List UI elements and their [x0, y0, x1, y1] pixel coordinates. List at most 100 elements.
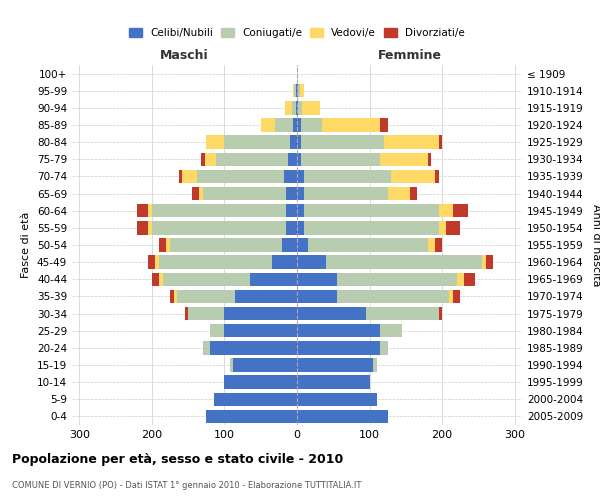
- Bar: [304, 221, 439, 234]
- Bar: [296, 84, 297, 98]
- Bar: [297, 358, 373, 372]
- Bar: [166, 238, 170, 252]
- Bar: [380, 152, 428, 166]
- Bar: [409, 187, 417, 200]
- Bar: [297, 341, 380, 354]
- Bar: [439, 307, 442, 320]
- Bar: [298, 84, 300, 98]
- Bar: [446, 221, 460, 234]
- Bar: [177, 290, 235, 303]
- Bar: [159, 272, 163, 286]
- Bar: [152, 221, 286, 234]
- Bar: [148, 256, 155, 269]
- Bar: [453, 204, 467, 218]
- Bar: [148, 204, 152, 218]
- Bar: [203, 341, 210, 354]
- Bar: [337, 290, 449, 303]
- Bar: [192, 187, 199, 200]
- Bar: [170, 238, 283, 252]
- Bar: [297, 290, 337, 303]
- Bar: [453, 290, 460, 303]
- Legend: Celibi/Nubili, Coniugati/e, Vedovi/e, Divorziati/e: Celibi/Nubili, Coniugati/e, Vedovi/e, Di…: [125, 24, 469, 42]
- Bar: [205, 152, 216, 166]
- Bar: [297, 272, 337, 286]
- Bar: [297, 152, 301, 166]
- Bar: [229, 358, 233, 372]
- Bar: [214, 392, 297, 406]
- Bar: [148, 221, 152, 234]
- Bar: [210, 341, 297, 354]
- Bar: [188, 307, 224, 320]
- Bar: [293, 84, 294, 98]
- Text: Popolazione per età, sesso e stato civile - 2010: Popolazione per età, sesso e stato civil…: [12, 452, 343, 466]
- Bar: [155, 256, 159, 269]
- Bar: [391, 170, 435, 183]
- Bar: [224, 324, 297, 338]
- Bar: [288, 152, 297, 166]
- Bar: [428, 152, 431, 166]
- Bar: [290, 136, 297, 149]
- Bar: [366, 307, 439, 320]
- Bar: [301, 136, 384, 149]
- Bar: [297, 221, 304, 234]
- Bar: [206, 136, 224, 149]
- Text: Femmine: Femmine: [377, 48, 442, 62]
- Bar: [284, 101, 292, 114]
- Bar: [216, 152, 288, 166]
- Bar: [224, 376, 297, 389]
- Bar: [302, 101, 320, 114]
- Bar: [275, 118, 293, 132]
- Text: Maschi: Maschi: [160, 48, 209, 62]
- Bar: [297, 256, 326, 269]
- Bar: [388, 187, 409, 200]
- Bar: [297, 187, 304, 200]
- Bar: [170, 290, 173, 303]
- Bar: [179, 170, 182, 183]
- Bar: [159, 238, 166, 252]
- Bar: [201, 152, 205, 166]
- Bar: [297, 204, 304, 218]
- Bar: [137, 204, 148, 218]
- Bar: [203, 187, 286, 200]
- Bar: [380, 118, 388, 132]
- Bar: [380, 341, 388, 354]
- Bar: [464, 272, 475, 286]
- Bar: [428, 238, 435, 252]
- Bar: [224, 307, 297, 320]
- Bar: [292, 101, 296, 114]
- Bar: [173, 290, 177, 303]
- Y-axis label: Anni di nascita: Anni di nascita: [590, 204, 600, 286]
- Bar: [159, 256, 272, 269]
- Bar: [322, 118, 380, 132]
- Bar: [308, 238, 428, 252]
- Bar: [182, 170, 197, 183]
- Y-axis label: Fasce di età: Fasce di età: [22, 212, 31, 278]
- Bar: [250, 272, 297, 286]
- Bar: [439, 136, 442, 149]
- Bar: [297, 307, 366, 320]
- Bar: [304, 204, 439, 218]
- Bar: [373, 358, 377, 372]
- Bar: [486, 256, 493, 269]
- Bar: [297, 324, 380, 338]
- Bar: [283, 238, 297, 252]
- Bar: [297, 170, 304, 183]
- Bar: [296, 101, 297, 114]
- Bar: [297, 136, 301, 149]
- Bar: [449, 290, 453, 303]
- Bar: [300, 84, 304, 98]
- Text: COMUNE DI VERNIO (PO) - Dati ISTAT 1° gennaio 2010 - Elaborazione TUTTITALIA.IT: COMUNE DI VERNIO (PO) - Dati ISTAT 1° ge…: [12, 481, 361, 490]
- Bar: [297, 410, 388, 423]
- Bar: [301, 152, 380, 166]
- Bar: [199, 187, 203, 200]
- Bar: [337, 272, 457, 286]
- Bar: [152, 204, 286, 218]
- Bar: [298, 101, 302, 114]
- Bar: [297, 392, 377, 406]
- Bar: [261, 118, 275, 132]
- Bar: [457, 272, 464, 286]
- Bar: [294, 84, 296, 98]
- Bar: [297, 118, 301, 132]
- Bar: [297, 84, 298, 98]
- Bar: [137, 221, 148, 234]
